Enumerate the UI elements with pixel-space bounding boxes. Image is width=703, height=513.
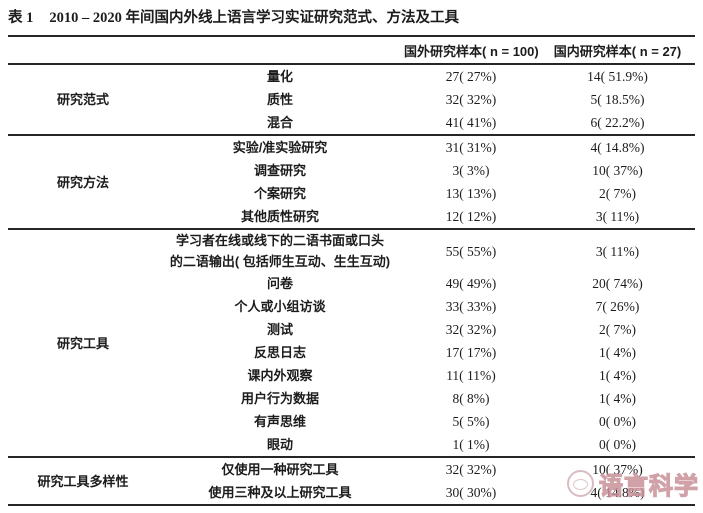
foreign-value: 41( 41%) [445,115,497,130]
item-label: 个人或小组访谈 [234,299,326,314]
table-row: 反思日志 17( 17%) 1( 4%) [8,341,695,364]
item-label: 使用三种及以上研究工具 [208,485,352,500]
item-label: 用户行为数据 [240,391,319,406]
table-number: 表 1 [8,10,34,26]
table-group-1: 研究范式 量化 27( 27%) 14( 51.9%) 质性 32( 32%) 5( 18.… [8,64,695,135]
table-group-3: 研究工具 学习者在线或线下的二语书面或口头 的二语输出( 包括师生互动、生生互动) 5… [8,229,695,457]
domestic-value: 10( 37%) [592,163,643,178]
foreign-value: 49( 49%) [445,276,497,291]
domestic-value: 3( 11%) [595,243,640,259]
table-row: 测试 32( 32%) 2( 7%) [8,318,695,341]
table-row: 研究范式 量化 27( 27%) 14( 51.9%) [8,64,695,107]
header-domestic-sample: 国内研究样本( n = 27) [553,43,682,59]
item-label: 其他质性研究 [240,209,319,224]
table-row: 个人或小组访谈 33( 33%) 7( 26%) [8,295,695,318]
foreign-value: 27( 27%) [445,69,497,84]
foreign-value: 5( 5%) [452,414,490,429]
domestic-value: 14( 51.9%) [587,69,648,84]
foreign-value: 55( 55%) [445,243,497,259]
table-row: 调查研究 3( 3%) 10( 37%) [8,159,695,182]
domestic-value: 5( 18.5%) [590,92,645,107]
item-label: 调查研究 [253,163,306,178]
foreign-value: 8( 8%) [452,391,490,406]
table-row: 用户行为数据 8( 8%) 1( 4%) [8,387,695,410]
domestic-value: 4( 14.8%) [590,485,645,500]
item-label: 有声思维 [253,414,306,429]
domestic-value: 6( 22.2%) [590,115,645,130]
item-label-line: 学习者在线或线下的二语书面或口头 [175,233,384,248]
data-table: 国外研究样本( n = 100) 国内研究样本( n = 27) 研究范式 量化 2… [8,35,695,506]
header-foreign-sample: 国外研究样本( n = 100) [404,43,539,59]
table-row: 课内外观察 11( 11%) 1( 4%) [8,364,695,387]
item-label: 测试 [266,322,293,337]
table-row: 问卷 49( 49%) 20( 74%) [8,272,695,295]
item-label: 学习者在线或线下的二语书面或口头 的二语输出( 包括师生互动、生生互动) [158,229,402,272]
foreign-value: 33( 33%) [445,299,497,314]
table-row: 使用三种及以上研究工具 30( 30%) 4( 14.8%) [8,481,695,505]
foreign-value: 11( 11%) [446,368,496,383]
header-row: 国外研究样本( n = 100) 国内研究样本( n = 27) [8,36,695,64]
table-row: 眼动 1( 1%) 0( 0%) [8,433,695,457]
group-label: 研究方法 [56,174,109,190]
table-row: 研究工具多样性 仅使用一种研究工具 32( 32%) 10( 37%) [8,457,695,489]
group-label: 研究范式 [56,92,109,107]
table-row: 其他质性研究 12( 12%) 3( 11%) [8,205,695,229]
item-label: 眼动 [266,437,293,452]
item-label: 混合 [266,115,293,130]
domestic-value: 0( 0%) [598,437,637,452]
group-label: 研究工具 [56,335,109,351]
table-row: 研究方法 实验/准实验研究 31( 31%) 4( 14.8%) [8,135,695,190]
item-label: 反思日志 [253,345,306,360]
foreign-value: 32( 32%) [445,92,497,107]
table-row: 个案研究 13( 13%) 2( 7%) [8,182,695,205]
item-label: 实验/准实验研究 [232,140,328,155]
table-row: 混合 41( 41%) 6( 22.2%) [8,111,695,135]
header-empty-category [8,36,158,64]
foreign-value: 30( 30%) [445,485,497,500]
domestic-value: 20( 74%) [592,276,643,291]
table-group-4: 研究工具多样性 仅使用一种研究工具 32( 32%) 10( 37%) 使用三种及以上研… [8,457,695,505]
domestic-value: 1( 4%) [598,368,637,383]
item-label: 问卷 [266,276,293,291]
item-label: 课内外观察 [247,368,313,383]
foreign-value: 1( 1%) [452,437,490,452]
domestic-value: 2( 7%) [598,322,637,337]
foreign-value: 32( 32%) [445,462,497,477]
foreign-value: 32( 32%) [445,322,497,337]
domestic-value: 4( 14.8%) [590,140,645,155]
table-row: 质性 32( 32%) 5( 18.5%) [8,88,695,111]
foreign-value: 3( 3%) [452,163,490,178]
group-label: 研究工具多样性 [37,473,129,489]
item-label: 质性 [266,92,293,107]
item-label: 仅使用一种研究工具 [221,462,339,477]
item-label-line: 的二语输出( 包括师生互动、生生互动) [169,254,391,269]
domestic-value: 3( 11%) [595,209,640,224]
domestic-value: 0( 0%) [598,414,637,429]
foreign-value: 31( 31%) [445,140,497,155]
domestic-value: 7( 26%) [595,299,640,314]
foreign-value: 13( 13%) [445,186,497,201]
foreign-value: 17( 17%) [445,345,497,360]
item-label: 量化 [266,69,293,84]
table-group-2: 研究方法 实验/准实验研究 31( 31%) 4( 14.8%) 调查研究 3( 3%) 1… [8,135,695,229]
table-header: 国外研究样本( n = 100) 国内研究样本( n = 27) [8,36,695,64]
table-caption: 2010 – 2020 年间国内外线上语言学习实证研究范式、方法及工具 [49,10,459,26]
table-row: 研究工具 学习者在线或线下的二语书面或口头 的二语输出( 包括师生互动、生生互动) 5… [8,229,695,351]
domestic-value: 1( 4%) [598,345,637,360]
domestic-value: 1( 4%) [598,391,637,406]
table-row: 有声思维 5( 5%) 0( 0%) [8,410,695,433]
item-label: 个案研究 [253,186,306,201]
foreign-value: 12( 12%) [445,209,497,224]
header-empty-item [158,36,402,64]
table-title: 表 1 2010 – 2020 年间国内外线上语言学习实证研究范式、方法及工具 [8,8,695,28]
domestic-value: 2( 7%) [598,186,637,201]
domestic-value: 10( 37%) [592,462,643,477]
